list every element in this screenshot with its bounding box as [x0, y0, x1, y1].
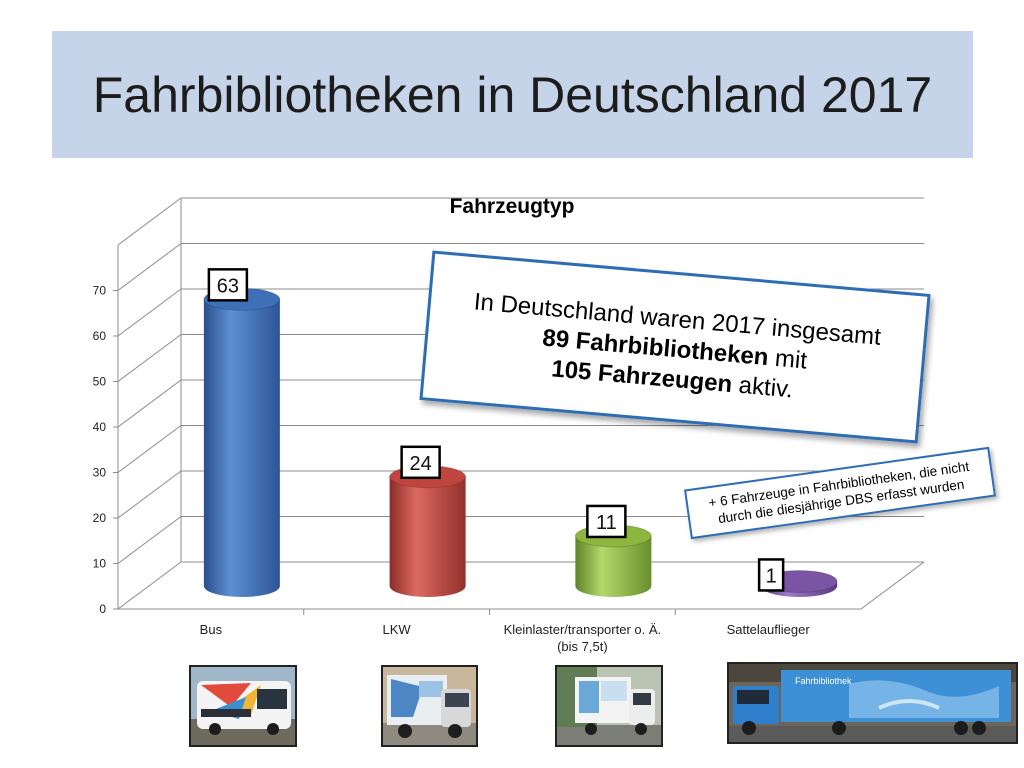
bar-body — [203, 299, 280, 597]
trailer-photo: Fahrbibliothek — [727, 662, 1018, 744]
data-label-box — [400, 445, 441, 480]
grid-side-line — [117, 470, 182, 519]
bar-2 — [389, 465, 467, 597]
grid-side-line — [117, 379, 182, 428]
data-label-text: 24 — [410, 453, 432, 475]
y-tick-label: 70 — [93, 284, 107, 298]
floor-right-edge — [860, 561, 925, 610]
data-label-1: 63 — [207, 268, 249, 302]
slide-title: Fahrbibliotheken in Deutschland 2017 — [92, 67, 933, 123]
summary-line-2-rest: mit — [767, 344, 809, 375]
data-label-text: 1 — [766, 565, 777, 587]
y-tick-label: 20 — [93, 511, 107, 525]
y-tick-label: 40 — [93, 420, 107, 434]
x-category-label: Kleinlaster/transporter o. Ä. — [504, 622, 662, 637]
y-tick-label: 60 — [93, 329, 107, 343]
data-label-box — [757, 558, 785, 592]
y-tick-label: 50 — [93, 375, 107, 389]
truck-image — [383, 667, 476, 745]
chart-axes: 0 10 20 30 40 50 60 70 Bus LKW Kleinlaster/transpo… — [93, 245, 811, 654]
trailer-caption: Fahrbibliothek — [795, 676, 852, 686]
van-photo — [555, 665, 663, 747]
y-tick-label: 30 — [93, 466, 107, 480]
bar-body — [389, 476, 466, 597]
chart-title: Fahrzeugtyp — [449, 195, 575, 218]
bus-image — [191, 667, 295, 745]
bar-body — [575, 535, 652, 597]
x-category-label: LKW — [383, 622, 412, 637]
data-label-text: 11 — [596, 512, 617, 534]
data-label-text: 63 — [217, 275, 239, 297]
y-tick-label: 10 — [93, 557, 107, 571]
x-category-label: (bis 7,5t) — [557, 639, 608, 654]
truck-photo — [381, 665, 478, 747]
grid-side-line — [117, 516, 182, 564]
grid-side-line — [117, 243, 182, 291]
data-label-box — [207, 268, 249, 302]
bar-1 — [203, 287, 281, 597]
data-label-3: 11 — [586, 504, 627, 539]
x-category-label: Bus — [200, 622, 223, 637]
title-bar: Fahrbibliotheken in Deutschland 2017 — [52, 31, 973, 158]
x-category-label: Sattelauflieger — [727, 622, 811, 637]
grid-side-line — [117, 334, 182, 382]
bus-photo — [189, 665, 297, 747]
grid-side-line — [117, 561, 182, 610]
grid-side-line — [117, 288, 182, 337]
data-label-2: 24 — [400, 445, 441, 480]
van-image — [557, 667, 661, 745]
grid-side-line — [117, 425, 182, 473]
y-tick-label: 0 — [99, 602, 106, 616]
trailer-image: Fahrbibliothek — [729, 664, 1016, 742]
data-label-4: 1 — [757, 558, 785, 592]
grid-side-line — [117, 197, 182, 246]
data-label-box — [586, 504, 627, 539]
summary-line-3-rest: aktiv. — [731, 371, 795, 404]
